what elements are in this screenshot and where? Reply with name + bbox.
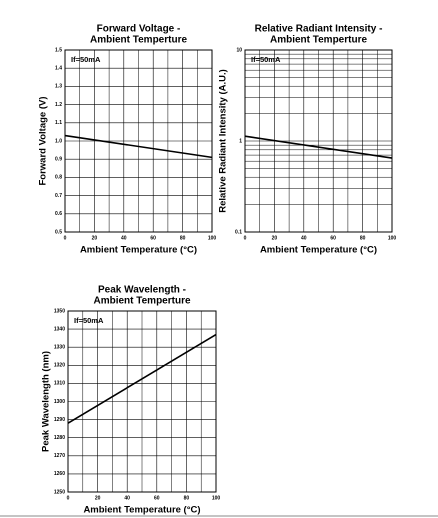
y-tick-label: 1.4	[55, 66, 62, 72]
y-tick-label: 1.0	[55, 138, 62, 144]
x-axis-label: Ambient Temperature (°C)	[80, 245, 197, 256]
x-axis-label: Ambient Temperature (°C)	[83, 505, 200, 516]
chart-title: Relative Radiant Intensity -	[255, 24, 383, 35]
data-line	[67, 333, 217, 424]
y-tick-label: 0.9	[55, 157, 62, 163]
chart-title: Forward Voltage -	[97, 24, 181, 35]
y-tick-label: 1330	[54, 345, 65, 351]
x-tick-label: 0	[244, 235, 247, 241]
y-tick-label: 10	[236, 47, 242, 53]
annotation: If=50mA	[71, 55, 101, 64]
x-tick-label: 60	[150, 235, 156, 241]
annotation: If=50mA	[251, 55, 281, 64]
chart-title: Ambient Temperture	[90, 35, 187, 46]
y-tick-label: 1280	[54, 435, 65, 441]
chart-title: Peak Wavelength -	[98, 285, 186, 296]
data-line	[64, 134, 213, 159]
y-tick-label: 1.3	[55, 84, 62, 90]
y-tick-label: 0.5	[55, 229, 62, 235]
y-axis-label: Relative Radiant Intensity (A.U.)	[218, 69, 229, 213]
y-tick-label: 1310	[54, 381, 65, 387]
y-tick-label: 1340	[54, 326, 65, 332]
x-tick-label: 20	[272, 235, 278, 241]
y-tick-label: 1.2	[55, 102, 62, 108]
y-tick-label: 1	[239, 138, 242, 144]
y-tick-label: 1270	[54, 453, 65, 459]
y-tick-label: 0.7	[55, 193, 62, 199]
y-tick-label: 1250	[54, 489, 65, 495]
x-tick-label: 40	[121, 235, 127, 241]
x-tick-label: 80	[360, 235, 366, 241]
x-tick-label: 20	[92, 235, 98, 241]
y-tick-label: 1300	[54, 399, 65, 405]
y-tick-label: 1.1	[55, 120, 62, 126]
x-tick-label: 0	[64, 235, 67, 241]
x-tick-label: 60	[330, 235, 336, 241]
x-tick-label: 100	[212, 495, 221, 501]
y-tick-label: 1290	[54, 417, 65, 423]
x-tick-label: 40	[301, 235, 307, 241]
annotation: If=50mA	[74, 316, 104, 325]
x-tick-label: 60	[154, 495, 160, 501]
y-tick-label: 1260	[54, 471, 65, 477]
y-tick-label: 1320	[54, 363, 65, 369]
data-line	[244, 135, 393, 159]
x-tick-label: 40	[124, 495, 130, 501]
x-axis-label: Ambient Temperature (°C)	[260, 245, 377, 256]
x-tick-label: 20	[95, 495, 101, 501]
y-axis-label: Forward Voltage (V)	[38, 96, 49, 185]
x-tick-label: 0	[67, 495, 70, 501]
x-tick-label: 100	[388, 235, 397, 241]
y-tick-label: 0.1	[235, 229, 242, 235]
y-tick-label: 0.6	[55, 211, 62, 217]
y-axis-label: Peak Wavelength (nm)	[41, 351, 52, 452]
x-tick-label: 80	[184, 495, 190, 501]
x-tick-label: 80	[180, 235, 186, 241]
x-tick-label: 100	[208, 235, 217, 241]
y-tick-label: 1.5	[55, 47, 62, 53]
y-tick-label: 1350	[54, 308, 65, 314]
chart-title: Ambient Temperture	[93, 296, 190, 307]
y-tick-label: 0.8	[55, 175, 62, 181]
chart-title: Ambient Temperture	[270, 35, 367, 46]
